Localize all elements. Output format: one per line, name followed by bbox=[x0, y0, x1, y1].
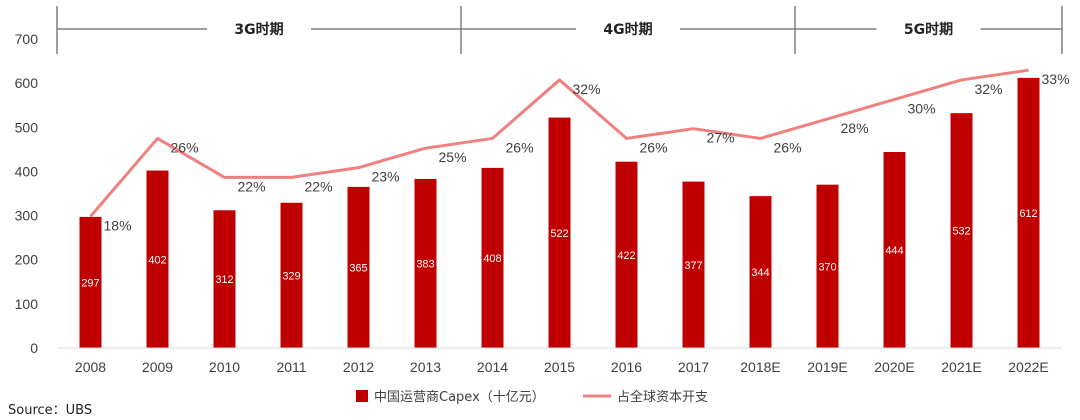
y-tick-label: 200 bbox=[15, 252, 39, 268]
x-tick-label: 2017 bbox=[678, 359, 709, 375]
bar bbox=[481, 167, 504, 348]
line-value-label: 26% bbox=[171, 139, 199, 155]
line-series bbox=[89, 68, 1029, 218]
bar-value-label: 522 bbox=[550, 228, 568, 240]
y-tick-label: 600 bbox=[15, 75, 39, 91]
bar-series bbox=[79, 77, 1040, 349]
bar bbox=[1017, 77, 1040, 349]
bar-value-label: 532 bbox=[952, 226, 970, 238]
line-value-label: 25% bbox=[439, 149, 467, 165]
line-path bbox=[89, 68, 1029, 218]
line-value-label: 28% bbox=[841, 120, 869, 136]
x-tick-label: 2021E bbox=[941, 359, 981, 375]
bar bbox=[213, 210, 236, 348]
y-tick-label: 700 bbox=[15, 31, 39, 47]
line-value-label: 26% bbox=[506, 139, 534, 155]
line-value-label: 30% bbox=[908, 100, 936, 116]
bar-value-label: 297 bbox=[81, 277, 99, 289]
bar bbox=[280, 202, 303, 348]
x-tick-label: 2020E bbox=[874, 359, 914, 375]
x-tick-label: 2008 bbox=[75, 359, 106, 375]
bar-value-label: 444 bbox=[885, 245, 903, 257]
bar bbox=[615, 161, 638, 348]
line-value-label: 32% bbox=[975, 81, 1003, 97]
legend-label-bar: 中国运营商Capex（十亿元） bbox=[374, 390, 545, 405]
source-note: Source：UBS bbox=[8, 403, 92, 418]
bar-value-label: 312 bbox=[215, 274, 233, 286]
era-label: 5G时期 bbox=[904, 21, 953, 38]
bar bbox=[146, 170, 169, 348]
x-tick-label: 2022E bbox=[1008, 359, 1048, 375]
bar bbox=[548, 117, 571, 349]
x-tick-label: 2010 bbox=[209, 359, 240, 375]
legend-swatch-bar bbox=[356, 390, 368, 402]
bar bbox=[682, 181, 705, 348]
line-value-label: 33% bbox=[1042, 71, 1070, 87]
line-value-label: 23% bbox=[372, 169, 400, 185]
era-label: 3G时期 bbox=[234, 21, 283, 38]
x-tick-label: 2013 bbox=[410, 359, 441, 375]
y-tick-label: 300 bbox=[15, 208, 39, 224]
line-value-label: 18% bbox=[104, 217, 132, 233]
line-value-label: 32% bbox=[573, 81, 601, 97]
legend: 中国运营商Capex（十亿元） 占全球资本开支 bbox=[356, 389, 708, 405]
x-axis: 2008 2009 2010 2011 2012 2013 2014 2015 2016 2017… bbox=[57, 347, 1062, 375]
line-data-labels: 18% 26% 22% 22% 23% 25% 26% 32% 26% 27% 26% 28% 30% 3… bbox=[104, 71, 1070, 233]
bar bbox=[414, 178, 437, 348]
bar bbox=[79, 216, 102, 348]
bar-value-label: 344 bbox=[751, 267, 769, 279]
bar bbox=[950, 113, 973, 348]
x-tick-label: 2019E bbox=[807, 359, 847, 375]
bar bbox=[883, 152, 906, 348]
y-tick-label: 0 bbox=[30, 340, 38, 356]
x-tick-label: 2014 bbox=[477, 359, 508, 375]
x-tick-label: 2012 bbox=[343, 359, 374, 375]
line-value-label: 27% bbox=[707, 130, 735, 146]
x-tick-label: 2009 bbox=[142, 359, 173, 375]
x-tick-label: 2016 bbox=[611, 359, 642, 375]
line-value-label: 22% bbox=[305, 178, 333, 194]
bar-value-label: 402 bbox=[148, 254, 166, 266]
x-tick-label: 2011 bbox=[276, 359, 306, 375]
bar-data-labels: 297 402 312 329 365 383 408 522 422 377 344 370 444 5… bbox=[81, 208, 1037, 290]
y-tick-label: 100 bbox=[15, 296, 39, 312]
bar bbox=[347, 186, 370, 348]
bar-value-label: 408 bbox=[483, 253, 501, 265]
era-label: 4G时期 bbox=[603, 21, 652, 38]
bar bbox=[749, 196, 772, 348]
bar-value-label: 370 bbox=[818, 261, 836, 273]
bar-value-label: 612 bbox=[1019, 208, 1037, 220]
y-tick-label: 400 bbox=[15, 163, 39, 179]
bar-value-label: 365 bbox=[349, 262, 367, 274]
bar-value-label: 377 bbox=[684, 260, 702, 272]
legend-label-line: 占全球资本开支 bbox=[617, 389, 708, 405]
y-axis: 0 100 200 300 400 500 600 700 bbox=[15, 31, 39, 356]
bar bbox=[816, 184, 839, 348]
era-brackets: 3G时期 4G时期 5G时期 bbox=[56, 6, 1063, 54]
x-tick-label: 2015 bbox=[544, 359, 575, 375]
bar-value-label: 329 bbox=[282, 270, 300, 282]
line-value-label: 26% bbox=[774, 139, 802, 155]
bar-value-label: 422 bbox=[617, 250, 635, 262]
line-value-label: 22% bbox=[238, 178, 266, 194]
bar-value-label: 383 bbox=[416, 258, 434, 270]
line-value-label: 26% bbox=[640, 139, 668, 155]
x-tick-label: 2018E bbox=[740, 359, 780, 375]
y-tick-label: 500 bbox=[15, 119, 39, 135]
